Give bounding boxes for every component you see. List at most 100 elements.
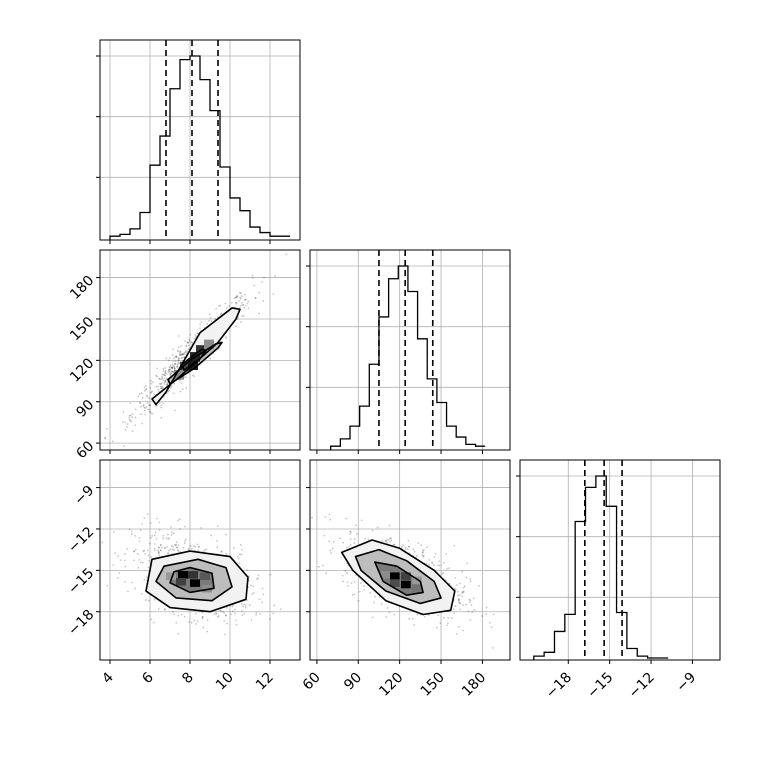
sample-point <box>481 615 483 617</box>
sample-point <box>236 318 239 320</box>
sample-point <box>143 389 146 392</box>
sample-point <box>174 363 177 365</box>
sample-point <box>170 525 172 528</box>
sample-point <box>439 622 442 624</box>
x-tick-label: 60 <box>300 670 324 694</box>
sample-point <box>473 609 476 611</box>
sample-point <box>169 365 172 368</box>
sample-point <box>454 577 457 579</box>
sample-point <box>166 383 169 386</box>
sample-point <box>140 392 143 395</box>
sample-point <box>168 368 171 371</box>
sample-point <box>167 371 170 373</box>
sample-point <box>138 540 141 543</box>
sample-point <box>187 547 190 550</box>
sample-point <box>384 540 387 543</box>
sample-point <box>235 623 238 626</box>
sample-point <box>139 561 142 564</box>
sample-point <box>178 354 181 357</box>
sample-point <box>262 300 265 302</box>
sample-point <box>262 593 265 596</box>
sample-point <box>455 584 458 586</box>
sample-point <box>437 614 440 617</box>
sample-point <box>443 616 445 619</box>
sample-point <box>157 388 160 391</box>
sample-point <box>360 582 362 585</box>
sample-point <box>461 595 464 598</box>
sample-point <box>240 295 243 297</box>
sample-point <box>236 295 238 298</box>
density-panel-1-0 <box>96 249 301 454</box>
sample-point <box>243 603 246 606</box>
sample-point <box>235 301 238 304</box>
y-tick-label: −18 <box>65 607 97 639</box>
sample-point <box>155 405 157 407</box>
sample-point <box>170 544 173 547</box>
sample-point <box>151 535 154 537</box>
sample-point <box>349 530 352 533</box>
sample-point <box>385 539 387 542</box>
sample-point <box>149 522 152 525</box>
sample-point <box>129 402 132 405</box>
sample-point <box>117 555 120 558</box>
sample-point <box>178 357 180 360</box>
x-tick-label: 12 <box>253 670 277 694</box>
sample-point <box>466 562 469 565</box>
sample-point <box>138 393 141 395</box>
sample-point <box>163 374 166 377</box>
sample-point <box>181 356 184 359</box>
sample-point <box>123 445 126 447</box>
sample-point <box>224 633 227 636</box>
sample-point <box>371 616 374 619</box>
sample-point <box>181 352 184 355</box>
sample-point <box>184 350 187 352</box>
sample-point <box>177 632 180 635</box>
sample-point <box>167 552 169 555</box>
density-cell <box>390 579 400 587</box>
sample-point <box>353 538 356 541</box>
sample-point <box>177 544 180 547</box>
sample-point <box>141 422 144 425</box>
sample-point <box>455 632 458 635</box>
sample-point <box>342 541 344 544</box>
sample-point <box>245 604 247 607</box>
sample-point <box>151 412 154 415</box>
sample-point <box>238 553 241 556</box>
sample-point <box>184 538 187 541</box>
sample-point <box>235 296 238 299</box>
sample-point <box>191 341 194 344</box>
sample-point <box>220 610 222 613</box>
sample-point <box>189 333 192 336</box>
sample-point <box>179 353 182 356</box>
sample-point <box>167 369 170 372</box>
sample-point <box>147 554 150 557</box>
sample-point <box>447 622 449 625</box>
sample-point <box>250 619 253 622</box>
sample-point <box>258 312 261 315</box>
sample-point <box>175 356 178 358</box>
sample-point <box>128 528 131 531</box>
sample-point <box>132 550 135 553</box>
sample-point <box>169 548 172 550</box>
contour-line <box>354 548 442 605</box>
sample-point <box>413 550 416 553</box>
sample-point <box>465 603 467 606</box>
sample-point <box>238 562 241 565</box>
sample-point <box>124 580 127 583</box>
sample-point <box>217 615 220 617</box>
sample-point <box>187 341 189 343</box>
sample-point <box>185 345 188 348</box>
density-cell <box>380 571 390 579</box>
x-tick-label: −9 <box>673 670 699 696</box>
sample-point <box>219 313 222 316</box>
sample-point <box>171 367 174 370</box>
sample-point <box>106 585 109 587</box>
sample-point <box>214 317 217 320</box>
sample-point <box>380 603 383 605</box>
sample-point <box>206 619 209 622</box>
sample-point <box>393 543 396 546</box>
contour-line <box>167 341 223 385</box>
sample-point <box>179 528 181 531</box>
sample-point <box>261 587 264 590</box>
sample-point <box>195 623 198 625</box>
